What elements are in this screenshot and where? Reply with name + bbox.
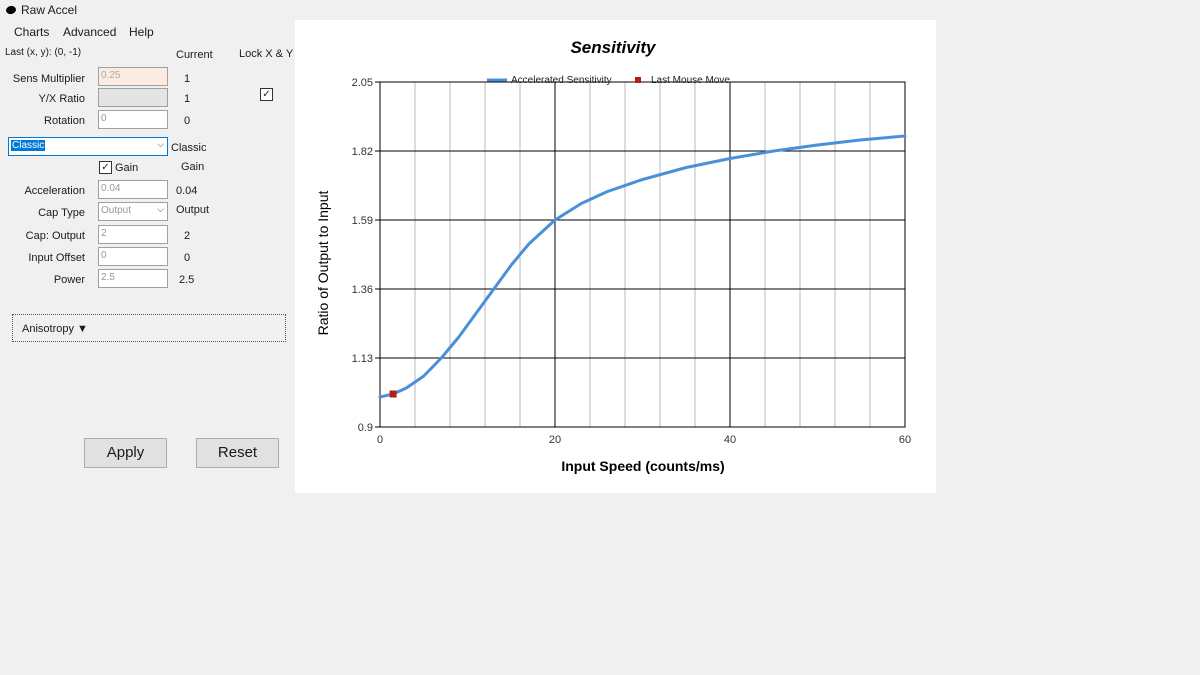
menu-help[interactable]: Help: [129, 25, 154, 39]
acceleration-label: Acceleration: [24, 185, 85, 197]
x-axis-label: Input Speed (counts/ms): [561, 458, 724, 474]
cap-type-current: Output: [176, 204, 210, 216]
gain-current: Gain: [181, 161, 205, 173]
cap-type-selected: Output: [101, 205, 132, 216]
lock-xy-checkbox[interactable]: ✓: [260, 88, 273, 101]
yx-ratio-label: Y/X Ratio: [38, 93, 85, 105]
accelerated-sensitivity-point: [860, 139, 863, 141]
accelerated-sensitivity-point: [527, 243, 530, 245]
sensitivity-chart-panel: Sensitivity Ratio of Output to Input Inp…: [295, 20, 936, 493]
apply-button[interactable]: Apply: [84, 438, 167, 468]
cap-output-label: Cap: Output: [25, 230, 85, 242]
acceleration-current: 0.04: [176, 185, 198, 197]
rotation-label: Rotation: [44, 115, 85, 127]
chart-title: Sensitivity: [570, 38, 657, 57]
x-tick-label: 40: [724, 434, 736, 446]
gain-label: Gain: [115, 162, 139, 174]
menu-charts[interactable]: Charts: [14, 25, 50, 39]
legend-label-last-mouse-move: Last Mouse Move: [651, 75, 730, 86]
y-tick-label: 2.05: [352, 77, 373, 89]
accelerated-sensitivity-point: [554, 219, 556, 221]
accelerated-sensitivity-line: [378, 134, 907, 399]
window-title: Raw Accel: [21, 3, 78, 17]
y-tick-label: 0.9: [358, 422, 373, 434]
sens-multiplier-label: Sens Multiplier: [12, 73, 85, 85]
input-offset-input[interactable]: 0: [98, 247, 168, 266]
title-bar: Raw Accel: [0, 0, 1200, 20]
accelerated-sensitivity-point: [606, 190, 609, 193]
cap-output-input[interactable]: 2: [98, 225, 168, 244]
accelerated-sensitivity-point: [510, 264, 513, 266]
cap-type-select[interactable]: Output ⌵: [98, 202, 168, 221]
rotation-current: 0: [184, 115, 191, 127]
acceleration-input[interactable]: 0.04: [98, 180, 168, 199]
accel-mode-selected: Classic: [11, 140, 46, 151]
sensitivity-chart: Sensitivity Ratio of Output to Input Inp…: [315, 38, 911, 474]
menu-advanced[interactable]: Advanced: [63, 25, 117, 39]
raw-accel-logo-icon: [5, 4, 17, 16]
accelerated-sensitivity-point: [580, 202, 583, 205]
checkmark-icon: ✓: [101, 162, 110, 173]
x-tick-label: 60: [899, 434, 911, 446]
accelerated-sensitivity-point: [440, 357, 443, 359]
plot-area-border: [379, 81, 906, 428]
power-input[interactable]: 2.5: [98, 269, 168, 288]
input-offset-current: 0: [184, 252, 191, 264]
y-tick-label: 1.82: [352, 146, 373, 158]
yx-ratio-current: 1: [184, 93, 191, 105]
y-tick-label: 1.13: [352, 353, 373, 365]
chevron-down-icon: ⌵: [157, 139, 164, 149]
x-tick-label: 0: [377, 434, 383, 446]
accel-mode-select[interactable]: Classic ⌵: [8, 137, 168, 156]
lock-xy-label: Lock X & Y: [239, 48, 294, 60]
sens-multiplier-input[interactable]: 0.25: [98, 67, 168, 86]
reset-button[interactable]: Reset: [196, 438, 279, 468]
accelerated-sensitivity-point: [772, 150, 775, 152]
x-tick-label: 20: [549, 434, 561, 446]
yx-ratio-input[interactable]: [98, 88, 168, 107]
power-label: Power: [53, 274, 85, 286]
chevron-down-icon: ⌵: [157, 204, 164, 214]
accelerated-sensitivity-point: [492, 288, 495, 290]
accelerated-sensitivity-point: [422, 375, 425, 377]
accelerated-sensitivity-point: [457, 336, 460, 338]
accel-mode-current: Classic: [171, 142, 207, 154]
accelerated-sensitivity-point: [685, 166, 688, 169]
last-mouse-move-marker: [389, 390, 397, 398]
y-tick-label: 1.59: [352, 215, 373, 227]
legend-marker-last-mouse-move: [635, 77, 641, 83]
accelerated-sensitivity-point: [641, 178, 644, 181]
accelerated-sensitivity-point: [379, 396, 381, 398]
accelerated-sensitivity-point: [729, 157, 731, 160]
last-xy-readout: Last (x, y): (0, -1): [5, 47, 82, 58]
cap-output-current: 2: [184, 230, 191, 242]
y-axis-label: Ratio of Output to Input: [315, 191, 331, 336]
input-offset-label: Input Offset: [28, 252, 85, 264]
accelerated-sensitivity-point: [475, 312, 478, 314]
checkmark-icon: ✓: [262, 89, 271, 100]
rotation-input[interactable]: 0: [98, 110, 168, 129]
accelerated-sensitivity-point: [904, 135, 906, 137]
anisotropy-toggle[interactable]: Anisotropy ▼: [12, 314, 286, 342]
sens-multiplier-current: 1: [184, 73, 191, 85]
current-column-header: Current: [176, 49, 213, 61]
legend-label-accelerated-sensitivity: Accelerated Sensitivity: [511, 75, 612, 86]
cap-type-label: Cap Type: [38, 207, 85, 219]
accelerated-sensitivity-point: [816, 144, 819, 146]
gain-checkbox[interactable]: ✓: [99, 161, 112, 174]
power-current: 2.5: [179, 274, 195, 286]
y-tick-label: 1.36: [352, 284, 373, 296]
accelerated-sensitivity-point: [405, 387, 408, 389]
